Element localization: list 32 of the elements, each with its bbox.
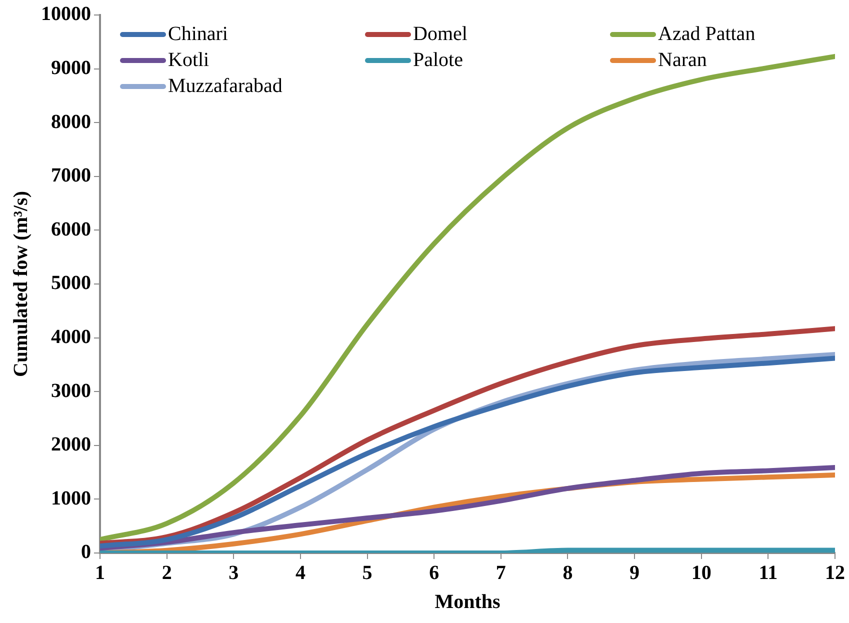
y-axis-title: Cumulated fow (m³/s) — [10, 191, 32, 377]
legend-label: Azad Pattan — [658, 22, 756, 46]
x-tick-label: 4 — [295, 562, 306, 584]
x-tick-label: 10 — [691, 562, 712, 584]
x-tick-label: 2 — [162, 562, 172, 584]
x-tick-label: 12 — [825, 562, 845, 584]
legend-label: Palote — [413, 48, 463, 72]
x-tick-label: 5 — [362, 562, 372, 584]
y-tick-label: 9000 — [51, 56, 91, 79]
x-tick-label: 7 — [496, 562, 506, 584]
x-tick-label: 8 — [562, 562, 573, 584]
y-tick-label: 4000 — [51, 326, 91, 348]
x-tick-label: 1 — [95, 562, 105, 584]
legend-label: Domel — [413, 22, 468, 46]
y-tick-label: 8000 — [51, 110, 91, 133]
legend-label: Kotli — [168, 48, 210, 72]
y-tick-label: 0 — [81, 541, 91, 564]
y-tick-label: 1000 — [51, 487, 91, 510]
y-tick-label: 6000 — [51, 218, 91, 240]
y-tick-label: 2000 — [51, 434, 91, 456]
legend-label: Naran — [658, 48, 707, 72]
x-axis-title: Months — [434, 591, 500, 614]
x-tick-label: 11 — [758, 562, 778, 584]
y-tick-label: 10000 — [41, 3, 91, 26]
x-tick-label: 9 — [630, 562, 640, 584]
y-tick-label: 5000 — [51, 272, 91, 294]
x-tick-label: 6 — [429, 562, 440, 584]
legend-label: Muzzafarabad — [168, 74, 282, 98]
legend-label: Chinari — [168, 22, 228, 46]
y-tick-label: 3000 — [51, 380, 91, 402]
y-tick-label: 7000 — [51, 164, 91, 187]
x-tick-label: 3 — [228, 562, 239, 584]
